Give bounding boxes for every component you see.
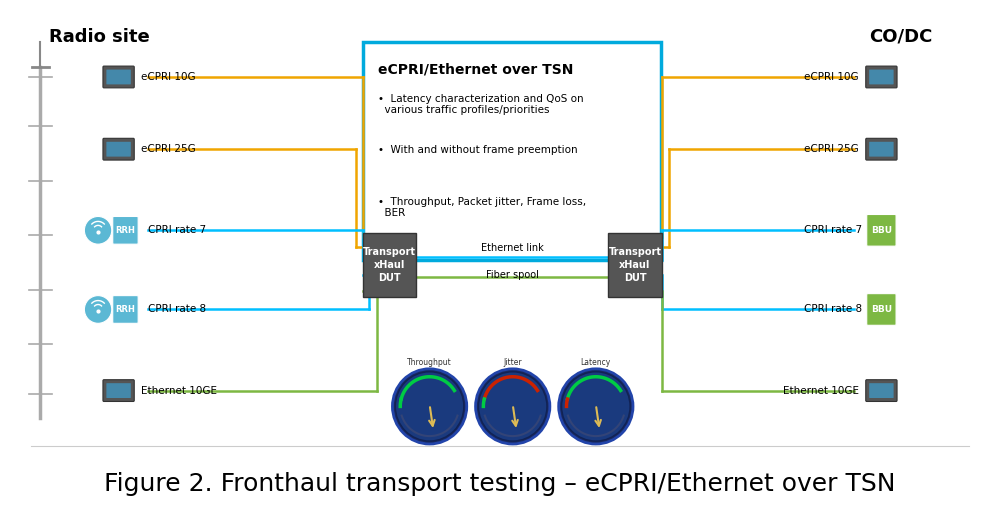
Circle shape	[476, 369, 550, 444]
FancyBboxPatch shape	[106, 70, 131, 84]
FancyBboxPatch shape	[869, 142, 894, 157]
Text: •  Latency characterization and QoS on
  various traffic profiles/priorities: • Latency characterization and QoS on va…	[378, 94, 583, 115]
Text: Ethernet 10GE: Ethernet 10GE	[141, 386, 217, 396]
Text: RRH: RRH	[116, 305, 135, 314]
Text: Transport
xHaul
DUT: Transport xHaul DUT	[363, 247, 416, 283]
Text: Ethernet link: Ethernet link	[481, 243, 544, 253]
Text: CPRI rate 8: CPRI rate 8	[804, 305, 862, 315]
Text: eCPRI/Ethernet over TSN: eCPRI/Ethernet over TSN	[378, 62, 573, 76]
FancyBboxPatch shape	[103, 66, 134, 88]
Text: RRH: RRH	[116, 226, 135, 235]
FancyBboxPatch shape	[103, 138, 134, 160]
FancyBboxPatch shape	[106, 383, 131, 398]
Text: Latency: Latency	[581, 358, 611, 367]
FancyBboxPatch shape	[866, 66, 897, 88]
Text: Fiber spool: Fiber spool	[486, 270, 539, 280]
Text: CPRI rate 7: CPRI rate 7	[804, 225, 862, 236]
FancyBboxPatch shape	[867, 294, 896, 326]
FancyBboxPatch shape	[106, 142, 131, 157]
Text: eCPRI 10G: eCPRI 10G	[141, 72, 196, 82]
FancyBboxPatch shape	[866, 138, 897, 160]
Text: CO/DC: CO/DC	[869, 28, 933, 46]
FancyBboxPatch shape	[113, 295, 138, 323]
Text: Radio site: Radio site	[49, 28, 149, 46]
Circle shape	[84, 295, 112, 323]
FancyBboxPatch shape	[103, 380, 134, 401]
Text: CPRI rate 8: CPRI rate 8	[148, 305, 206, 315]
Circle shape	[392, 369, 467, 444]
Circle shape	[562, 372, 630, 441]
Text: •  Throughput, Packet jitter, Frame loss,
  BER: • Throughput, Packet jitter, Frame loss,…	[378, 197, 586, 218]
FancyBboxPatch shape	[869, 70, 894, 84]
FancyBboxPatch shape	[363, 42, 661, 260]
Text: eCPRI 25G: eCPRI 25G	[141, 144, 196, 154]
FancyBboxPatch shape	[866, 380, 897, 401]
FancyBboxPatch shape	[867, 214, 896, 246]
FancyBboxPatch shape	[363, 233, 416, 297]
Text: Transport
xHaul
DUT: Transport xHaul DUT	[608, 247, 661, 283]
Text: Ethernet 10GE: Ethernet 10GE	[783, 386, 859, 396]
FancyBboxPatch shape	[608, 233, 662, 297]
Text: CPRI rate 7: CPRI rate 7	[148, 225, 206, 236]
Text: Jitter: Jitter	[503, 358, 522, 367]
Text: eCPRI 10G: eCPRI 10G	[804, 72, 859, 82]
Circle shape	[478, 372, 547, 441]
Text: Figure 2. Fronthaul transport testing – eCPRI/Ethernet over TSN: Figure 2. Fronthaul transport testing – …	[104, 472, 896, 496]
Text: Throughput: Throughput	[407, 358, 452, 367]
FancyBboxPatch shape	[869, 383, 894, 398]
Text: BBU: BBU	[871, 226, 892, 235]
Circle shape	[559, 369, 633, 444]
Text: •  With and without frame preemption: • With and without frame preemption	[378, 145, 577, 155]
Text: BBU: BBU	[871, 305, 892, 314]
Circle shape	[84, 216, 112, 244]
Text: eCPRI 25G: eCPRI 25G	[804, 144, 859, 154]
Circle shape	[395, 372, 464, 441]
FancyBboxPatch shape	[113, 216, 138, 244]
